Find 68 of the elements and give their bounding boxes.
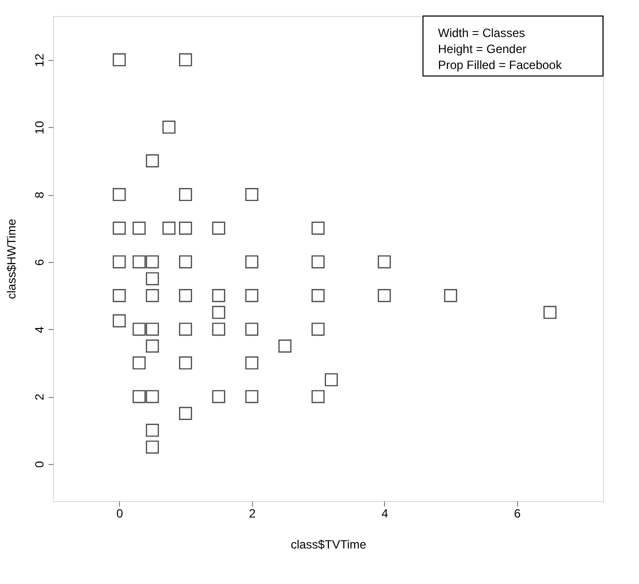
point <box>212 289 226 302</box>
point <box>179 406 192 420</box>
y-tick-label: 6 <box>32 258 46 266</box>
y-tick-label: 10 <box>32 120 46 134</box>
point <box>146 289 159 302</box>
point <box>245 356 258 370</box>
x-tick-label: 4 <box>381 506 388 520</box>
point <box>112 222 126 235</box>
x-tick-label: 6 <box>514 506 522 520</box>
annotation: Width = Classes <box>438 26 526 40</box>
point <box>162 120 176 134</box>
point <box>132 222 146 235</box>
point <box>146 154 159 168</box>
point <box>162 222 176 235</box>
point <box>112 255 126 268</box>
point <box>324 373 338 386</box>
point <box>312 289 325 302</box>
point <box>179 255 192 268</box>
point <box>112 53 126 66</box>
point <box>212 390 226 404</box>
point <box>278 340 292 353</box>
point <box>179 322 192 336</box>
x-tick-label: 2 <box>248 506 256 520</box>
point <box>146 340 159 353</box>
point <box>312 390 325 404</box>
point <box>179 289 192 302</box>
point <box>245 289 258 302</box>
point <box>146 322 159 336</box>
y-tick-label: 4 <box>32 326 46 334</box>
point <box>146 272 159 286</box>
point <box>132 322 146 336</box>
point <box>132 390 146 404</box>
point <box>444 289 458 302</box>
point <box>245 188 258 202</box>
point <box>378 255 391 268</box>
point <box>179 53 192 66</box>
point <box>212 322 226 336</box>
y-tick-label: 0 <box>32 460 46 468</box>
point <box>212 222 226 235</box>
y-axis-title: class$HWTime <box>4 218 18 300</box>
point <box>112 314 126 328</box>
point <box>312 255 325 268</box>
annotation: Height = Gender <box>438 42 526 56</box>
point <box>312 222 325 235</box>
annotation: Prop Filled = Facebook <box>438 58 563 72</box>
x-tick-label: 0 <box>116 506 124 520</box>
point <box>378 289 391 302</box>
point <box>245 255 258 268</box>
point <box>212 306 226 319</box>
point <box>543 306 557 319</box>
point <box>132 356 146 370</box>
point <box>146 424 159 437</box>
point <box>146 440 159 454</box>
point <box>146 255 159 268</box>
point <box>179 222 192 235</box>
point <box>146 390 159 404</box>
point <box>245 322 258 336</box>
point <box>312 322 325 336</box>
point <box>179 188 192 202</box>
y-tick-label: 12 <box>32 53 46 67</box>
point <box>112 289 126 302</box>
point <box>132 255 146 268</box>
point <box>112 188 126 202</box>
point <box>245 390 258 404</box>
x-axis-title: class$TVTime <box>290 538 367 552</box>
y-tick-label: 2 <box>32 393 46 400</box>
point <box>179 356 192 370</box>
y-tick-label: 8 <box>32 191 46 198</box>
